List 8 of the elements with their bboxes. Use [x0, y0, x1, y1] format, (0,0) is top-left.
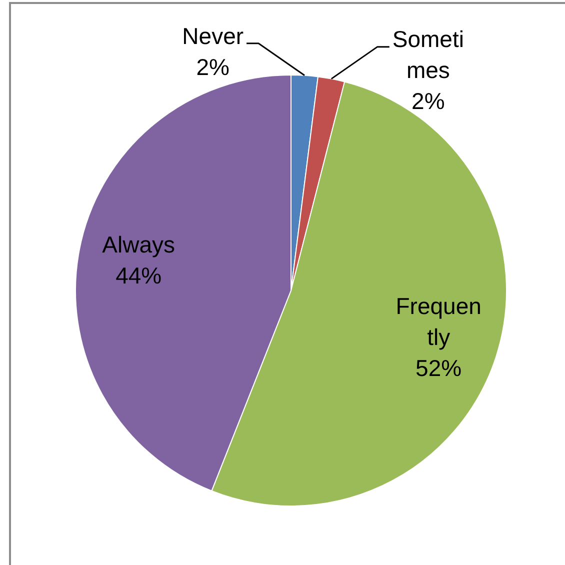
slice-label: Sometimes	[392, 26, 464, 84]
data-label: 52%	[416, 354, 462, 381]
data-label: 2%	[196, 54, 230, 80]
slice-label: Never	[182, 22, 244, 49]
data-label: 44%	[116, 262, 162, 288]
slice-label: Always	[102, 231, 176, 258]
data-label: 2%	[412, 88, 445, 114]
slice-label: Frequently	[396, 292, 482, 350]
